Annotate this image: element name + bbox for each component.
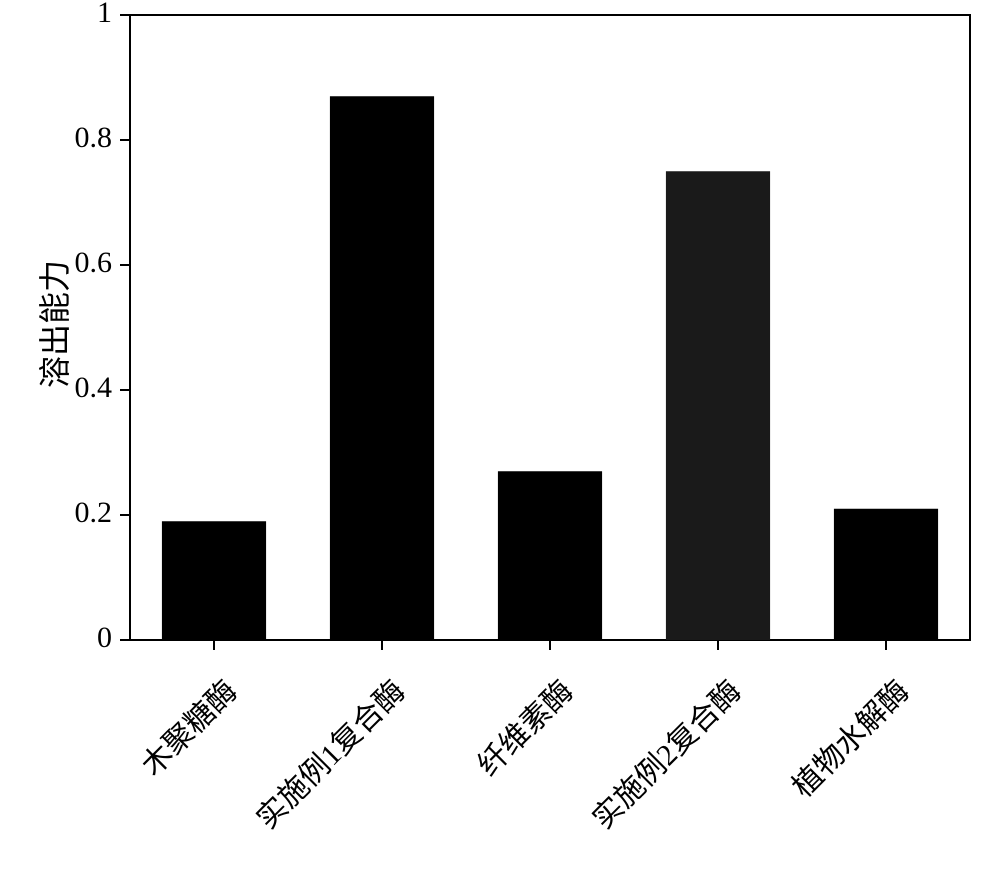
bar-chart: 00.20.40.60.81 溶出能力 木聚糖酶实施例1复合酶纤维素酶实施例2复…	[0, 0, 1000, 876]
bar	[162, 521, 266, 640]
bar	[834, 509, 938, 640]
y-tick-label: 0	[97, 621, 112, 654]
bar	[330, 96, 434, 640]
y-tick-label: 0.6	[75, 246, 113, 279]
y-tick-label: 0.4	[75, 371, 113, 404]
y-axis-label: 溶出能力	[30, 259, 76, 387]
y-tick-label: 1	[97, 0, 112, 29]
bar	[498, 471, 602, 640]
bar	[666, 171, 770, 640]
y-tick-label: 0.2	[75, 496, 113, 529]
y-tick-label: 0.8	[75, 121, 113, 154]
